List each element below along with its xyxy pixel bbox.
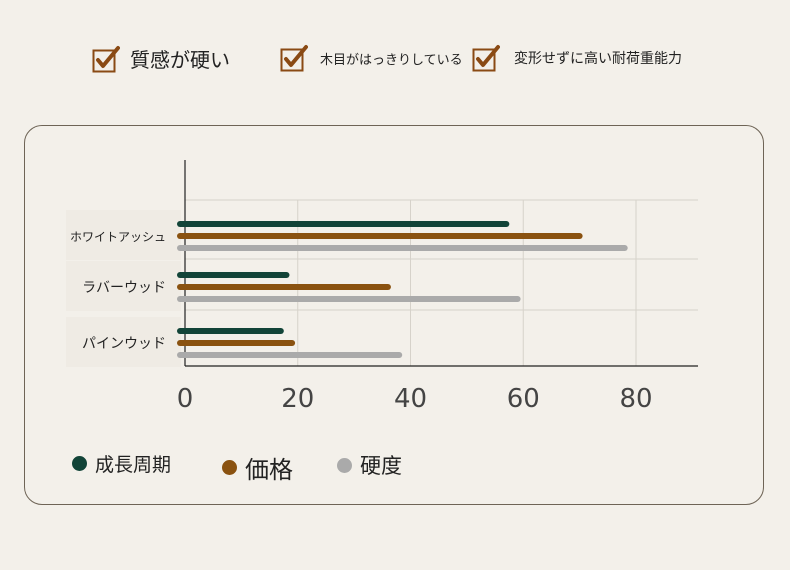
chart-card bbox=[24, 125, 764, 505]
category-label-bg bbox=[66, 210, 181, 260]
legend-swatch bbox=[72, 456, 87, 471]
category-label: ラバーウッド bbox=[82, 280, 166, 296]
legend-swatch bbox=[222, 460, 237, 475]
feature-label: 質感が硬い bbox=[130, 48, 230, 72]
x-tick-label: 40 bbox=[394, 384, 427, 414]
legend-item-growth: 成長周期 bbox=[72, 450, 171, 477]
category-label: ホワイトアッシュ bbox=[70, 230, 166, 244]
category-label-bg bbox=[66, 261, 181, 311]
check-icon bbox=[280, 45, 308, 72]
feature-list: 質感が硬い 木目がはっきりしている 変形せずに高い耐荷重能力 bbox=[0, 44, 790, 84]
category-label-bg bbox=[66, 317, 181, 367]
check-icon bbox=[472, 45, 500, 72]
legend-item-hardness: 硬度 bbox=[337, 450, 402, 480]
legend-label: 価格 bbox=[245, 456, 293, 484]
x-tick-label: 80 bbox=[619, 384, 652, 414]
category-label: パインウッド bbox=[82, 336, 166, 352]
check-icon bbox=[92, 45, 120, 72]
legend-item-price: 価格 bbox=[222, 450, 293, 485]
feature-label: 木目がはっきりしている bbox=[320, 52, 463, 68]
legend-label: 硬度 bbox=[360, 454, 402, 478]
legend-label: 成長周期 bbox=[95, 454, 172, 476]
feature-item-grain: 木目がはっきりしている bbox=[280, 44, 463, 72]
legend-swatch bbox=[337, 457, 352, 473]
feature-item-hardness: 質感が硬い bbox=[92, 44, 230, 73]
feature-item-load-capacity: 変形せずに高い耐荷重能力 bbox=[472, 44, 682, 72]
feature-label: 変形せずに高い耐荷重能力 bbox=[514, 51, 682, 67]
x-tick-label: 0 bbox=[177, 384, 194, 414]
x-tick-label: 60 bbox=[507, 384, 540, 414]
x-tick-label: 20 bbox=[281, 384, 314, 414]
